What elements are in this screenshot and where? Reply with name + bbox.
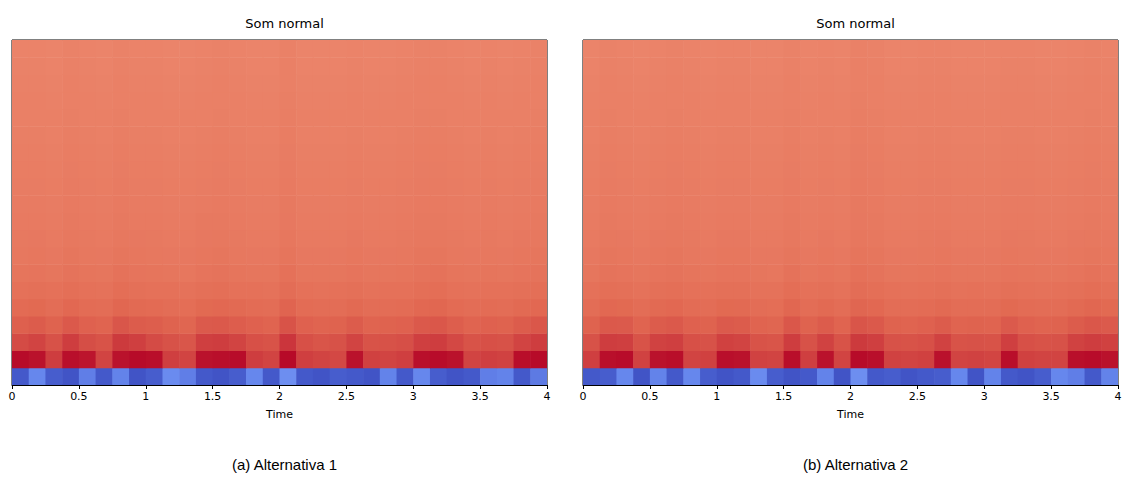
svg-text:4: 4 — [1115, 390, 1122, 403]
svg-text:4: 4 — [544, 390, 551, 403]
svg-text:2.5: 2.5 — [338, 390, 356, 403]
svg-text:0: 0 — [580, 390, 587, 403]
svg-text:Time: Time — [265, 408, 293, 421]
svg-text:0.5: 0.5 — [641, 390, 659, 403]
svg-text:(a) Alternativa 1: (a) Alternativa 1 — [232, 456, 337, 473]
svg-text:Som normal: Som normal — [245, 16, 324, 31]
svg-text:0: 0 — [9, 390, 16, 403]
svg-text:(b) Alternativa 2: (b) Alternativa 2 — [803, 456, 908, 473]
svg-text:2.5: 2.5 — [909, 390, 927, 403]
svg-text:1.5: 1.5 — [775, 390, 793, 403]
svg-text:Time: Time — [836, 408, 864, 421]
svg-text:0.5: 0.5 — [70, 390, 88, 403]
svg-text:3: 3 — [981, 390, 988, 403]
svg-text:1: 1 — [142, 390, 149, 403]
svg-text:3.5: 3.5 — [471, 390, 489, 403]
svg-text:2: 2 — [847, 390, 854, 403]
svg-text:3: 3 — [410, 390, 417, 403]
svg-text:1.5: 1.5 — [204, 390, 222, 403]
svg-text:Som normal: Som normal — [816, 16, 895, 31]
svg-text:2: 2 — [276, 390, 283, 403]
svg-text:3.5: 3.5 — [1042, 390, 1060, 403]
svg-text:1: 1 — [713, 390, 720, 403]
